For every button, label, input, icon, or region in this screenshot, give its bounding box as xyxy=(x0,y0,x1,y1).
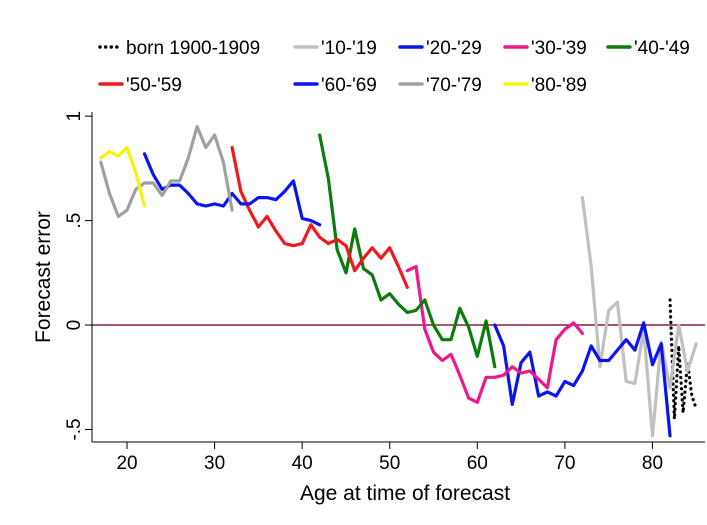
y-tick-label: 1 xyxy=(64,111,85,122)
x-axis-ticks: 20 30 40 50 60 70 80 xyxy=(116,442,663,474)
x-tick-label: 70 xyxy=(554,453,575,474)
series-line-2 xyxy=(493,321,672,438)
legend-label: '10-'19 xyxy=(321,38,377,59)
legend-label: '70-'79 xyxy=(426,75,482,96)
legend-item-2: '20-'29 xyxy=(398,38,482,59)
x-tick-label: 60 xyxy=(467,453,488,474)
plot-area xyxy=(92,112,705,442)
legend-item-3: '30-'39 xyxy=(503,38,587,59)
legend-item-8: '80-'89 xyxy=(503,75,587,96)
legend-label: '40-'49 xyxy=(634,38,690,59)
legend-label: '30-'39 xyxy=(531,38,587,59)
y-axis-ticks: -.5 0 .5 1 xyxy=(64,111,92,441)
legend-label: '80-'89 xyxy=(531,75,587,96)
x-tick-label: 40 xyxy=(292,453,313,474)
legend-item-1: '10-'19 xyxy=(293,38,377,59)
x-tick-label: 20 xyxy=(116,453,137,474)
series-line-6 xyxy=(142,152,322,227)
legend-item-0: born 1900-1909 xyxy=(98,38,260,59)
legend-label: '50-'59 xyxy=(126,75,182,96)
x-tick-label: 30 xyxy=(204,453,225,474)
series-line-8 xyxy=(99,145,147,208)
legend-item-4: '40-'49 xyxy=(606,38,690,59)
y-tick-label: 0 xyxy=(64,320,85,331)
legend-label: '60-'69 xyxy=(321,75,377,96)
series-line-3 xyxy=(405,265,585,404)
x-tick-label: 50 xyxy=(379,453,400,474)
legend-label: '20-'29 xyxy=(426,38,482,59)
series-line-1 xyxy=(580,196,698,438)
y-tick-label: .5 xyxy=(64,213,85,229)
legend: born 1900-1909 '10-'19 '20-'29 '30-'39 '40-'… xyxy=(98,38,690,96)
x-tick-label: 80 xyxy=(642,453,663,474)
x-axis-title: Age at time of forecast xyxy=(300,482,510,505)
legend-label: born 1900-1909 xyxy=(126,38,260,59)
y-axis-title: Forecast error xyxy=(32,211,55,343)
legend-item-6: '60-'69 xyxy=(293,75,377,96)
legend-item-7: '70-'79 xyxy=(398,75,482,96)
series-line-5 xyxy=(230,145,409,289)
y-tick-label: -.5 xyxy=(64,418,85,440)
legend-item-5: '50-'59 xyxy=(98,75,182,96)
series-line-0 xyxy=(668,298,698,421)
series-layer xyxy=(99,124,698,438)
series-line-7 xyxy=(99,124,234,218)
